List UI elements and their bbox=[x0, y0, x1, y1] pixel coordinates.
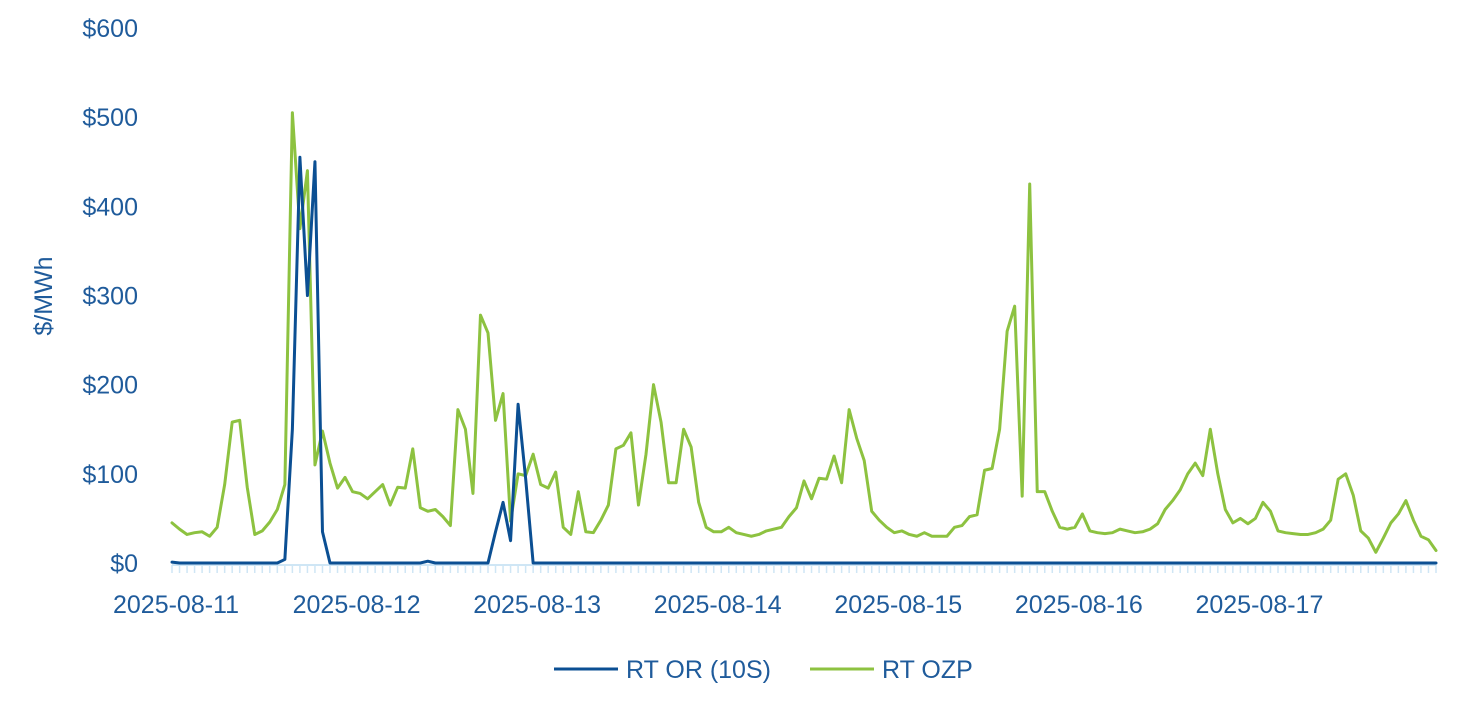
x-tick-label: 2025-08-14 bbox=[654, 591, 782, 619]
legend: RT OR (10S) RT OZP bbox=[554, 656, 973, 684]
y-tick-label: $300 bbox=[82, 283, 138, 311]
series-line-rt-ozp bbox=[170, 111, 1438, 554]
series-lines bbox=[170, 111, 1438, 565]
y-tick-label: $400 bbox=[82, 193, 138, 221]
y-axis-label: $/MWh bbox=[30, 256, 58, 335]
y-axis-label-group: $/MWh bbox=[30, 256, 58, 335]
legend-label-rt-or: RT OR (10S) bbox=[626, 656, 771, 684]
x-axis bbox=[171, 564, 1437, 573]
x-tick-label: 2025-08-11 bbox=[113, 591, 239, 619]
y-tick-label: $500 bbox=[82, 104, 138, 132]
x-tick-label: 2025-08-17 bbox=[1195, 591, 1323, 619]
x-tick-labels: 2025-08-11 2025-08-12 2025-08-13 2025-08-14… bbox=[113, 591, 1323, 619]
series-line-rt-or bbox=[170, 155, 1438, 565]
y-tick-label: $0 bbox=[110, 550, 138, 578]
y-tick-label: $100 bbox=[82, 461, 138, 489]
x-tick-label: 2025-08-12 bbox=[293, 591, 421, 619]
x-tick-label: 2025-08-15 bbox=[834, 591, 962, 619]
y-tick-label: $600 bbox=[82, 15, 138, 43]
x-tick-label: 2025-08-13 bbox=[473, 591, 601, 619]
legend-label-rt-ozp: RT OZP bbox=[882, 656, 973, 684]
y-tick-label: $200 bbox=[82, 372, 138, 400]
x-tick-label: 2025-08-16 bbox=[1015, 591, 1143, 619]
y-tick-labels: $0 $100 $200 $300 $400 $500 $600 bbox=[82, 15, 138, 578]
